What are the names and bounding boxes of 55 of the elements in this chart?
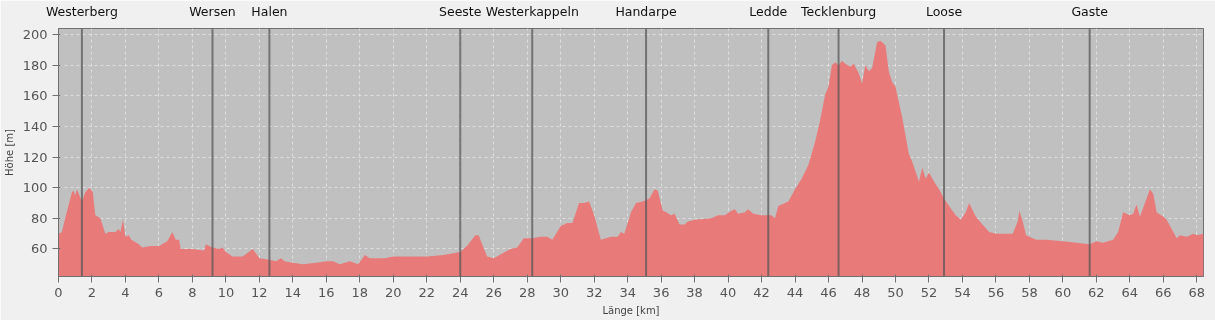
x-tick-label: 24: [451, 284, 469, 300]
x-tick-label: 52: [920, 284, 938, 300]
ref-line-label: Handarpe: [615, 3, 678, 19]
ref-line-label: Loose: [925, 3, 963, 19]
y-tick-label: 60: [30, 241, 48, 257]
y-tick-label: 180: [22, 57, 48, 73]
x-tick-label: 30: [552, 284, 569, 300]
x-tick-label: 6: [154, 284, 164, 300]
ref-line-label: Seeste: [439, 3, 482, 19]
x-tick-label: 56: [987, 284, 1005, 300]
x-tick-label: 34: [619, 284, 636, 300]
x-tick-label: 28: [518, 284, 536, 300]
x-tick-label: 48: [853, 284, 871, 300]
y-tick-label: 140: [22, 118, 48, 134]
x-tick-label: 62: [1088, 284, 1105, 300]
y-tick-label: 120: [22, 149, 48, 165]
x-tick-label: 68: [1188, 284, 1206, 300]
x-tick-label: 2: [87, 284, 97, 300]
x-tick-label: 66: [1155, 284, 1172, 300]
ref-line-label: Gaste: [1071, 3, 1109, 19]
x-tick-label: 22: [418, 284, 436, 300]
x-tick-label: 40: [719, 284, 737, 300]
x-tick-label: 50: [887, 284, 904, 300]
x-tick-label: 42: [753, 284, 770, 300]
y-tick-label: 160: [22, 88, 48, 104]
x-tick-label: 12: [251, 284, 268, 300]
x-tick-label: 0: [54, 284, 63, 300]
x-tick-label: 8: [188, 284, 197, 300]
x-tick-label: 4: [121, 284, 130, 300]
x-tick-label: 38: [686, 284, 703, 300]
ref-line-label: Halen: [251, 3, 288, 19]
x-tick-label: 36: [652, 284, 670, 300]
ref-line-label: Westerkappeln: [485, 3, 579, 19]
ref-line-label: Wersen: [189, 3, 236, 19]
x-tick-label: 14: [284, 284, 302, 300]
x-axis-title: Länge [km]: [602, 304, 660, 316]
ref-line-label: Westerberg: [45, 3, 118, 19]
x-tick-label: 16: [318, 284, 335, 300]
x-tick-label: 64: [1121, 284, 1139, 300]
y-tick-label: 100: [22, 180, 48, 196]
x-tick-label: 44: [786, 284, 804, 300]
x-tick-label: 60: [1054, 284, 1072, 300]
x-tick-label: 58: [1021, 284, 1038, 300]
x-tick-label: 46: [820, 284, 837, 300]
ref-line-label: Ledde: [749, 3, 788, 19]
x-tick-label: 32: [585, 284, 603, 300]
x-tick-label: 10: [217, 284, 235, 300]
ref-line-label: Tecklenburg: [800, 3, 877, 19]
x-tick-label: 18: [351, 284, 369, 300]
y-tick-label: 200: [22, 27, 48, 43]
y-tick-label: 80: [30, 210, 48, 226]
x-tick-label: 20: [385, 284, 402, 300]
y-axis-title: Höhe [m]: [3, 128, 15, 176]
x-tick-label: 26: [485, 284, 503, 300]
x-tick-label: 54: [954, 284, 971, 300]
